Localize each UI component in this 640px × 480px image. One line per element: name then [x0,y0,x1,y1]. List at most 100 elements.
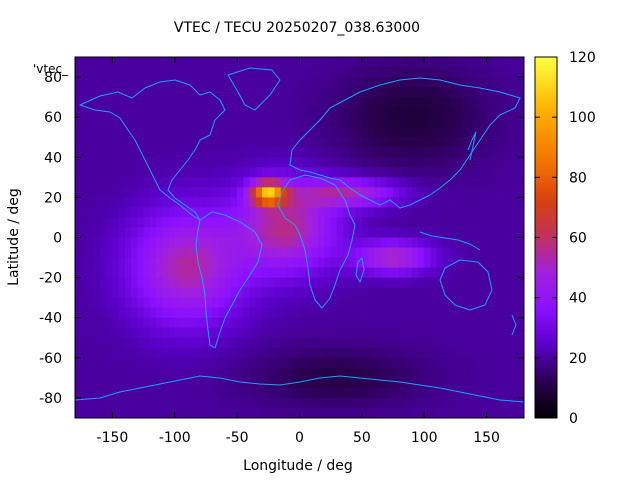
heatmap-cell [262,57,269,68]
heatmap-cell [374,187,382,198]
heatmap-cell [199,327,207,339]
heatmap-cell [243,137,251,148]
heatmap-cell [361,407,369,418]
heatmap-cell [474,257,481,269]
heatmap-cell [212,87,220,98]
heatmap-cell [230,217,238,229]
heatmap-cell [386,307,394,319]
heatmap-cell [330,107,338,118]
heatmap-cell [505,227,513,239]
heatmap-cell [193,147,201,158]
heatmap-cell [143,77,151,88]
heatmap-cell [199,397,207,409]
heatmap-cell [181,347,188,359]
heatmap-cell [405,117,413,128]
heatmap-cell [287,397,294,409]
heatmap-cell [168,147,176,158]
heatmap-cell [106,87,114,98]
heatmap-cell [131,267,138,279]
heatmap-cell [255,327,263,339]
heatmap-cell [424,397,432,409]
heatmap-cell [255,137,263,148]
heatmap-cell [181,187,188,198]
heatmap-cell [205,107,213,118]
heatmap-cell [324,307,332,319]
heatmap-cell [75,307,82,319]
heatmap-cell [249,117,257,128]
heatmap-cell [262,87,269,98]
heatmap-cell [99,187,107,198]
heatmap-cell [249,77,257,88]
heatmap-cell [417,167,425,178]
heatmap-cell [430,247,438,259]
heatmap-cell [193,157,201,168]
y-tick-label: -80 [39,391,62,407]
heatmap-cell [517,207,524,219]
heatmap-cell [218,157,226,168]
heatmap-cell [293,307,301,319]
heatmap-cell [237,57,244,68]
heatmap-cell [449,197,457,209]
heatmap-cell [193,227,201,239]
heatmap-cell [99,197,107,209]
heatmap-cell [399,287,407,299]
heatmap-cell [87,387,95,399]
heatmap-cell [393,397,400,409]
heatmap-cell [99,157,107,168]
heatmap-cell [99,137,107,148]
heatmap-cell [299,407,307,418]
heatmap-cell [99,167,107,178]
heatmap-cell [112,187,120,198]
heatmap-cell [218,87,226,98]
heatmap-cell [131,217,138,229]
heatmap-cell [230,67,238,78]
heatmap-cell [455,287,463,299]
heatmap-cell [436,157,444,168]
heatmap-cell [449,217,457,229]
heatmap-cell [293,87,301,98]
heatmap-cell [474,167,481,178]
heatmap-cell [81,267,89,279]
heatmap-cell [461,407,469,418]
heatmap-cell [467,217,475,229]
heatmap-cell [318,357,326,369]
heatmap-cell [405,267,413,279]
heatmap-cell [243,237,251,249]
heatmap-cell [218,197,226,209]
heatmap-cell [75,347,82,359]
heatmap-cell [262,207,269,219]
heatmap-cell [505,237,513,249]
heatmap-cell [374,197,382,209]
heatmap-cell [243,157,251,168]
heatmap-cell [243,177,251,188]
heatmap-cell [405,77,413,88]
heatmap-cell [218,117,226,128]
heatmap-cell [417,237,425,249]
heatmap-cell [124,357,132,369]
heatmap-cell [262,107,269,118]
heatmap-cell [199,187,207,198]
heatmap-cell [343,287,350,299]
heatmap-cell [243,187,251,198]
heatmap-cell [424,177,432,188]
heatmap-cell [156,107,163,118]
heatmap-cell [430,277,438,289]
heatmap-cell [368,307,375,319]
heatmap-cell [467,157,475,168]
heatmap-cell [87,117,95,128]
heatmap-cell [467,397,475,409]
heatmap-cell [224,327,232,339]
heatmap-cell [230,397,238,409]
heatmap-cell [131,347,138,359]
heatmap-cell [424,407,432,418]
heatmap-cell [330,387,338,399]
heatmap-cell [380,257,388,269]
heatmap-cell [124,87,132,98]
heatmap-cell [386,197,394,209]
heatmap-cell [324,267,332,279]
heatmap-cell [168,87,176,98]
heatmap-cell [212,57,220,68]
heatmap-cell [343,87,350,98]
heatmap-cell [517,347,524,359]
heatmap-cell [75,297,82,309]
